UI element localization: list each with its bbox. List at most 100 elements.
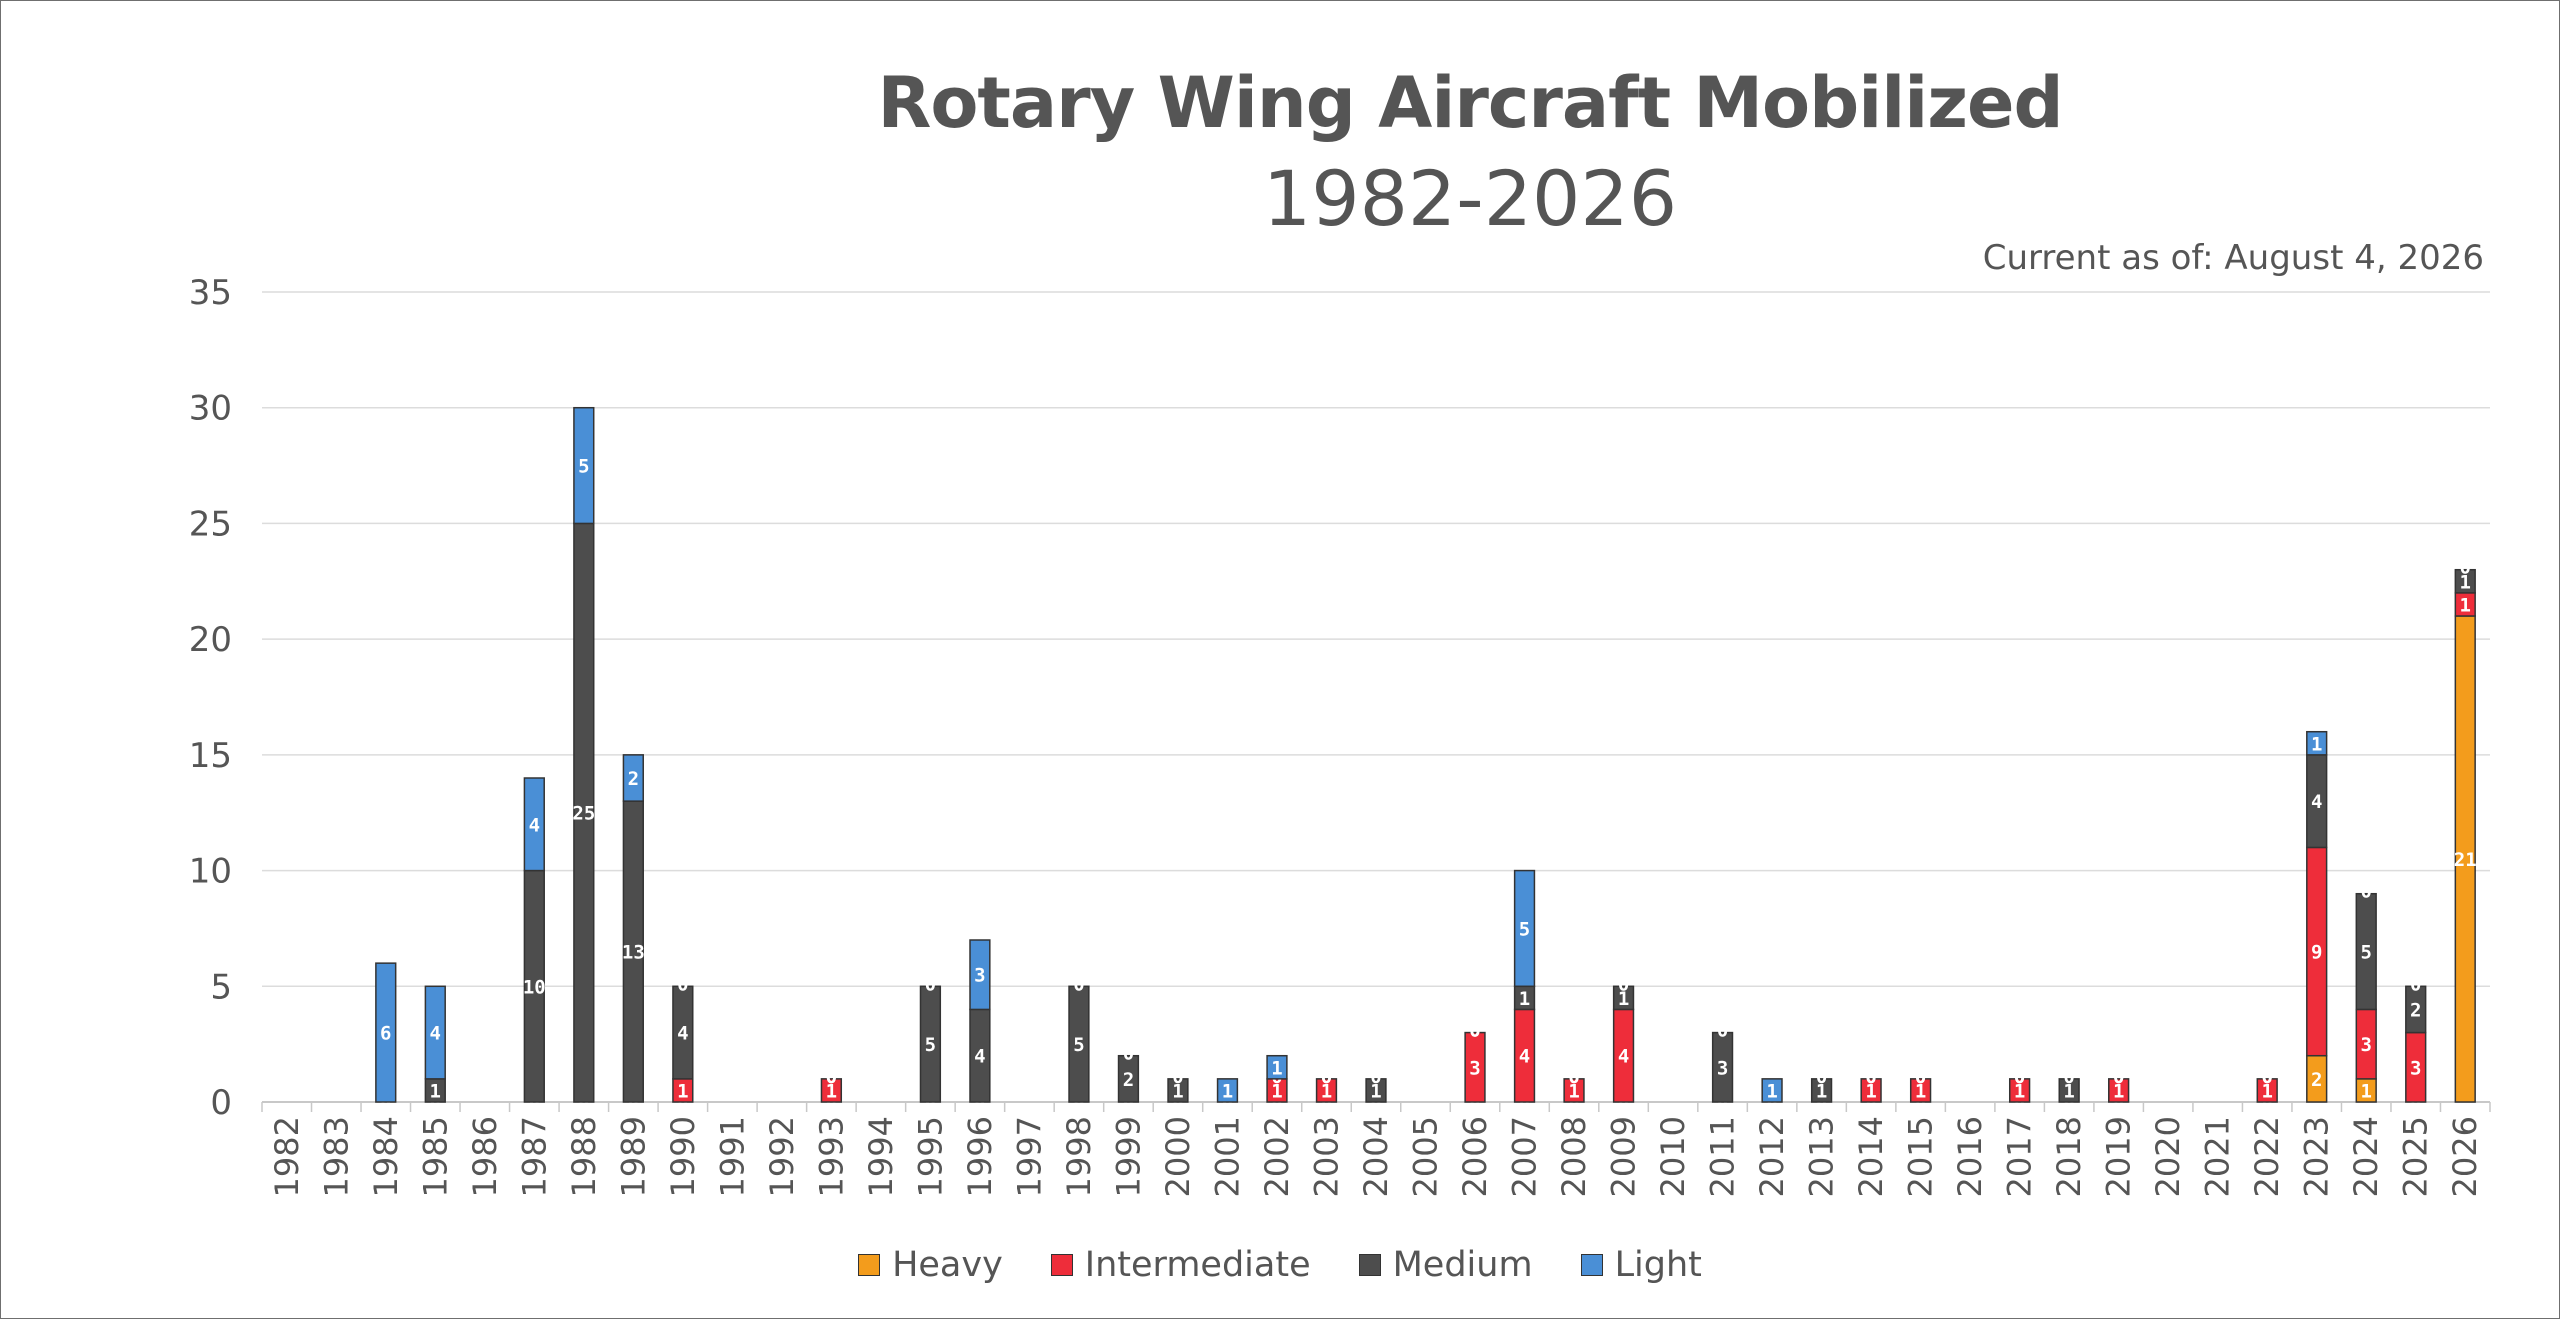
bar-segment-medium xyxy=(1117,1054,1140,1103)
data-label-intermediate: 1 xyxy=(1321,1080,1332,1102)
data-label-medium: 4 xyxy=(2311,791,2322,813)
bar-segment-light xyxy=(1761,1078,1783,1103)
x-tick-label: 2018 xyxy=(2050,1116,2088,1197)
data-label-light: 1 xyxy=(1222,1080,1233,1102)
x-tick-label: 1986 xyxy=(466,1116,504,1197)
x-tick-label: 2003 xyxy=(1307,1116,1345,1197)
chart-title: Rotary Wing Aircraft Mobilized xyxy=(877,62,2063,144)
data-label-medium: 0 xyxy=(2113,1066,2124,1088)
data-label-heavy: 2 xyxy=(2311,1069,2322,1091)
data-label-medium: 25 xyxy=(572,803,595,825)
y-tick-label: 15 xyxy=(189,736,232,776)
x-tick-label: 2011 xyxy=(1704,1116,1742,1197)
legend-swatch-medium xyxy=(1358,1254,1381,1276)
data-label-medium: 0 xyxy=(1865,1066,1876,1088)
x-tick-label: 2015 xyxy=(1902,1116,1940,1197)
data-label-intermediate: 1 xyxy=(2113,1080,2124,1102)
data-label-light: 0 xyxy=(925,973,936,995)
data-label-light: 0 xyxy=(1172,1066,1183,1088)
data-label-light: 0 xyxy=(1073,973,1084,995)
x-tick-label: 2016 xyxy=(1951,1116,1989,1197)
y-tick-label: 5 xyxy=(210,967,232,1007)
data-label-medium: 5 xyxy=(925,1034,936,1056)
bar-segment-medium xyxy=(2405,985,2427,1034)
bar-segment-intermediate xyxy=(820,1078,843,1103)
x-tick-label: 1982 xyxy=(268,1116,306,1197)
bar-segment-medium xyxy=(1365,1078,1387,1103)
data-label-light: 0 xyxy=(2410,973,2421,995)
data-label-medium: 1 xyxy=(1618,988,1629,1010)
data-label-intermediate: 1 xyxy=(677,1080,688,1102)
data-label-light: 0 xyxy=(1915,1066,1926,1088)
bar-segment-light xyxy=(1513,869,1536,988)
x-tick-label: 2013 xyxy=(1803,1116,1841,1197)
data-label-light: 0 xyxy=(2460,557,2471,579)
data-label-medium: 1 xyxy=(2460,571,2471,593)
x-tick-label: 1999 xyxy=(1109,1116,1147,1197)
legend-item-intermediate: Intermediate xyxy=(1050,1245,1311,1285)
bar-segment-light xyxy=(523,777,545,872)
data-label-medium: 1 xyxy=(2063,1080,2074,1102)
data-label-intermediate: 3 xyxy=(2360,1034,2371,1056)
bar-segment-light xyxy=(969,939,991,1011)
data-label-intermediate: 3 xyxy=(1469,1057,1480,1079)
x-tick-label: 2007 xyxy=(1506,1116,1544,1197)
data-label-light: 0 xyxy=(1816,1066,1827,1088)
x-tick-label: 2025 xyxy=(2397,1116,2435,1197)
x-tick-label: 2002 xyxy=(1258,1116,1296,1197)
data-label-intermediate: 1 xyxy=(1915,1080,1926,1102)
data-label-intermediate: 3 xyxy=(2410,1057,2421,1079)
legend-label-medium: Medium xyxy=(1392,1245,1533,1285)
data-label-medium: 4 xyxy=(974,1046,985,1068)
data-label-medium: 0 xyxy=(2014,1066,2025,1088)
x-tick-label: 2017 xyxy=(2001,1116,2039,1197)
x-tick-label: 2008 xyxy=(1555,1116,1593,1197)
x-tick-label: 2010 xyxy=(1654,1116,1692,1197)
x-tick-label: 1985 xyxy=(416,1116,454,1197)
data-label-light: 0 xyxy=(2261,1066,2272,1088)
legend-label-intermediate: Intermediate xyxy=(1084,1245,1311,1285)
chart-subtitle: 1982-2026 xyxy=(1262,154,1678,243)
bar-segment-medium xyxy=(672,985,694,1080)
x-tick-label: 1988 xyxy=(565,1116,603,1197)
data-label-medium: 13 xyxy=(622,942,645,964)
bar-segment-medium xyxy=(2355,892,2377,1011)
current-as-of-note: Current as of: August 4, 2026 xyxy=(1982,238,2484,278)
bar-segment-intermediate xyxy=(1909,1078,1932,1103)
data-label-intermediate: 1 xyxy=(2460,594,2471,616)
x-tick-label: 2023 xyxy=(2298,1116,2336,1197)
bar-segment-light xyxy=(424,985,446,1080)
data-label-light: 5 xyxy=(1519,918,1530,940)
data-label-light: 1 xyxy=(1766,1080,1777,1102)
bar-segment-light xyxy=(573,406,595,525)
data-label-light: 0 xyxy=(1469,1020,1480,1042)
legend-swatch-intermediate xyxy=(1050,1254,1073,1276)
data-label-medium: 4 xyxy=(677,1023,688,1045)
data-label-light: 1 xyxy=(1271,1057,1282,1079)
data-label-intermediate: 4 xyxy=(1618,1046,1629,1068)
data-label-light: 0 xyxy=(1618,973,1629,995)
data-label-medium: 0 xyxy=(1321,1066,1332,1088)
x-tick-label: 2019 xyxy=(2100,1116,2138,1197)
data-label-heavy: 1 xyxy=(2360,1080,2371,1102)
data-label-light: 0 xyxy=(1717,1020,1728,1042)
bar-segment-medium xyxy=(2058,1078,2080,1103)
x-tick-label: 2021 xyxy=(2199,1116,2237,1197)
x-tick-label: 2020 xyxy=(2149,1116,2187,1197)
x-tick-label: 2004 xyxy=(1357,1116,1395,1197)
y-tick-label: 10 xyxy=(189,852,232,892)
bar-segment-intermediate xyxy=(2108,1078,2130,1103)
x-tick-label: 1983 xyxy=(317,1116,355,1197)
data-label-intermediate: 1 xyxy=(2014,1080,2025,1102)
data-label-medium: 0 xyxy=(826,1066,837,1088)
data-label-medium: 1 xyxy=(1519,988,1530,1010)
data-label-intermediate: 1 xyxy=(1865,1080,1876,1102)
x-tick-label: 1990 xyxy=(664,1116,702,1197)
x-tick-label: 1994 xyxy=(862,1116,900,1197)
legend-item-medium: Medium xyxy=(1358,1245,1533,1285)
data-label-medium: 1 xyxy=(1370,1080,1381,1102)
legend-label-light: Light xyxy=(1614,1245,1702,1285)
x-tick-label: 2001 xyxy=(1208,1116,1246,1197)
data-label-medium: 0 xyxy=(2261,1066,2272,1088)
data-label-light: 2 xyxy=(628,768,639,790)
